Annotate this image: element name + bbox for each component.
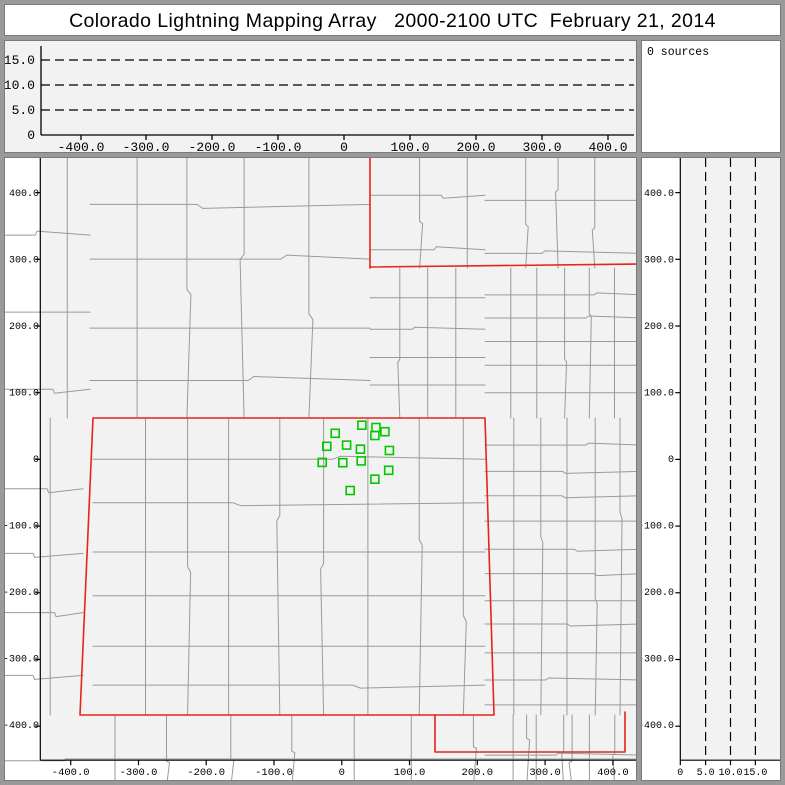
svg-text:400.0: 400.0 [597,767,629,779]
svg-text:300.0: 300.0 [522,140,561,154]
svg-text:400.0: 400.0 [9,189,39,200]
svg-text:100.0: 100.0 [644,389,674,400]
svg-text:-400.0: -400.0 [641,721,674,732]
svg-text:-200.0: -200.0 [189,140,236,154]
svg-text:300.0: 300.0 [644,256,674,267]
svg-text:-300.0: -300.0 [4,655,39,666]
svg-text:-100.0: -100.0 [641,522,674,533]
svg-text:5.0: 5.0 [697,768,715,779]
svg-text:15.0: 15.0 [743,768,767,779]
svg-text:-100.0: -100.0 [255,140,302,154]
svg-text:300.0: 300.0 [9,256,39,267]
svg-text:100.0: 100.0 [390,140,429,154]
svg-text:0: 0 [27,128,35,143]
svg-text:10.0: 10.0 [5,78,35,93]
svg-text:-100.0: -100.0 [255,767,293,779]
svg-text:0: 0 [33,455,39,466]
svg-text:10.0: 10.0 [718,768,742,779]
svg-text:-400.0: -400.0 [52,767,90,779]
svg-text:200.0: 200.0 [644,322,674,333]
svg-text:-300.0: -300.0 [123,140,170,154]
svg-text:0: 0 [668,455,674,466]
svg-text:0: 0 [339,767,345,779]
svg-text:-100.0: -100.0 [4,522,39,533]
svg-text:200.0: 200.0 [462,767,494,779]
svg-text:100.0: 100.0 [394,767,426,779]
svg-text:15.0: 15.0 [5,53,35,68]
svg-text:-300.0: -300.0 [641,655,674,666]
svg-text:5.0: 5.0 [12,103,35,118]
svg-text:300.0: 300.0 [529,767,561,779]
svg-text:-400.0: -400.0 [4,721,39,732]
svg-text:400.0: 400.0 [644,189,674,200]
svg-text:200.0: 200.0 [9,322,39,333]
svg-text:0: 0 [677,768,683,779]
svg-text:-400.0: -400.0 [58,140,105,154]
svg-text:100.0: 100.0 [9,389,39,400]
svg-text:-300.0: -300.0 [120,767,158,779]
svg-text:0: 0 [340,140,348,154]
svg-text:200.0: 200.0 [456,140,495,154]
svg-text:-200.0: -200.0 [641,588,674,599]
svg-text:400.0: 400.0 [588,140,627,154]
svg-text:-200.0: -200.0 [4,588,39,599]
svg-text:-200.0: -200.0 [187,767,225,779]
